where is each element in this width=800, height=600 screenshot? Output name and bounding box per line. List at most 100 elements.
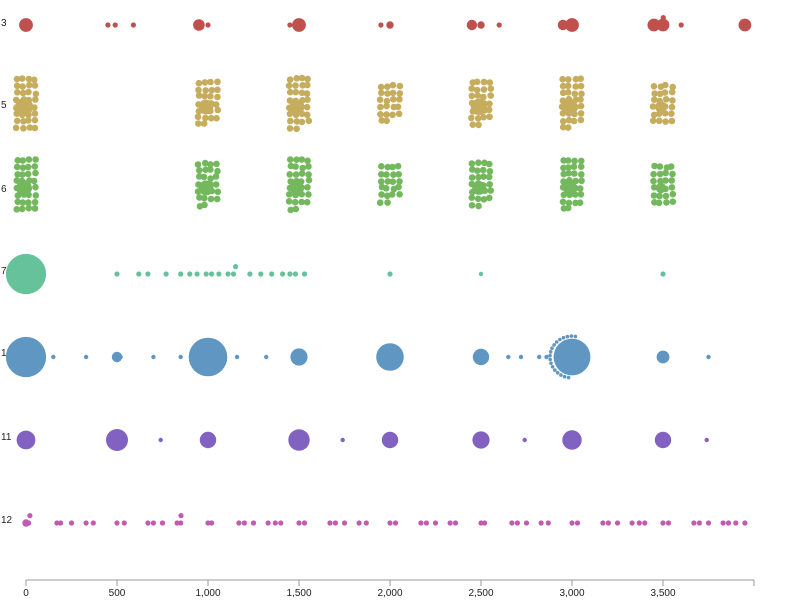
row-label: 5 — [1, 100, 7, 111]
data-point — [178, 271, 184, 277]
data-point — [651, 96, 658, 103]
data-point — [570, 117, 578, 125]
data-point — [292, 163, 299, 170]
series-row-12: 12 — [1, 513, 748, 527]
data-point — [660, 271, 666, 277]
data-point — [468, 92, 476, 100]
data-point — [136, 271, 142, 277]
data-point — [578, 177, 585, 185]
data-point — [572, 83, 579, 90]
data-point — [250, 520, 257, 526]
data-point — [665, 520, 672, 526]
data-point — [383, 102, 390, 110]
data-point — [565, 18, 579, 32]
data-point — [212, 173, 220, 180]
data-point — [118, 354, 123, 360]
data-point — [32, 183, 39, 191]
data-point — [395, 110, 403, 118]
data-point — [194, 271, 200, 277]
data-point — [656, 350, 670, 364]
data-point — [303, 103, 311, 111]
data-point — [565, 334, 570, 339]
data-point — [378, 22, 384, 28]
data-point — [287, 117, 294, 125]
data-point — [614, 520, 621, 526]
data-point — [537, 354, 542, 360]
data-point — [214, 106, 222, 114]
series-row-7: 7 — [1, 253, 666, 295]
data-point — [447, 520, 453, 526]
data-point — [194, 161, 202, 168]
data-point — [565, 116, 573, 124]
data-point — [236, 520, 242, 526]
data-point — [655, 101, 667, 113]
data-point — [265, 520, 271, 526]
data-point — [486, 79, 494, 86]
data-point — [340, 437, 345, 443]
data-point — [738, 18, 752, 32]
data-point — [662, 177, 669, 184]
data-point — [506, 354, 511, 360]
data-point — [285, 82, 293, 89]
data-point — [649, 103, 657, 110]
data-point — [650, 170, 657, 178]
data-point — [660, 520, 666, 526]
data-point — [19, 171, 26, 178]
data-point — [577, 82, 585, 90]
data-point — [553, 338, 591, 376]
data-point — [662, 169, 669, 177]
data-point — [387, 271, 393, 277]
data-point — [304, 81, 311, 89]
data-point — [285, 198, 293, 205]
x-tick-label: 2,500 — [468, 588, 493, 599]
data-point — [25, 199, 32, 206]
data-point — [650, 83, 658, 90]
data-point — [5, 253, 47, 295]
data-point — [356, 520, 362, 526]
data-point — [725, 520, 732, 526]
data-point — [212, 181, 220, 188]
data-point — [396, 90, 404, 97]
data-point — [577, 116, 585, 124]
data-point — [663, 199, 670, 206]
data-point — [30, 177, 38, 185]
data-point — [299, 82, 306, 89]
data-point — [31, 110, 39, 117]
data-point — [386, 21, 394, 29]
data-point — [201, 92, 208, 100]
data-point — [269, 271, 275, 277]
data-point — [474, 167, 481, 174]
data-point — [201, 79, 209, 86]
data-point — [470, 98, 488, 116]
data-point — [486, 160, 493, 168]
data-point — [577, 96, 584, 103]
data-point — [106, 429, 128, 451]
data-point — [650, 184, 658, 191]
data-point — [19, 18, 33, 32]
data-point — [230, 271, 237, 277]
data-point — [559, 75, 566, 83]
data-point — [576, 185, 584, 192]
data-point — [83, 354, 89, 360]
data-point — [559, 82, 567, 90]
data-point — [468, 114, 475, 122]
data-point — [395, 171, 403, 178]
data-point — [486, 181, 494, 188]
data-point — [19, 83, 26, 90]
data-point — [195, 86, 202, 94]
data-point — [286, 171, 294, 178]
data-point — [475, 173, 482, 181]
data-point — [383, 171, 390, 178]
data-point — [563, 181, 577, 195]
data-point — [151, 354, 156, 360]
data-point — [650, 111, 658, 119]
data-point — [558, 337, 562, 342]
data-point — [656, 18, 670, 32]
data-point — [27, 513, 33, 519]
data-point — [213, 195, 221, 203]
data-point — [662, 96, 670, 103]
data-point — [205, 520, 211, 526]
data-point — [114, 520, 120, 526]
data-point — [305, 163, 312, 170]
data-point — [650, 192, 658, 199]
